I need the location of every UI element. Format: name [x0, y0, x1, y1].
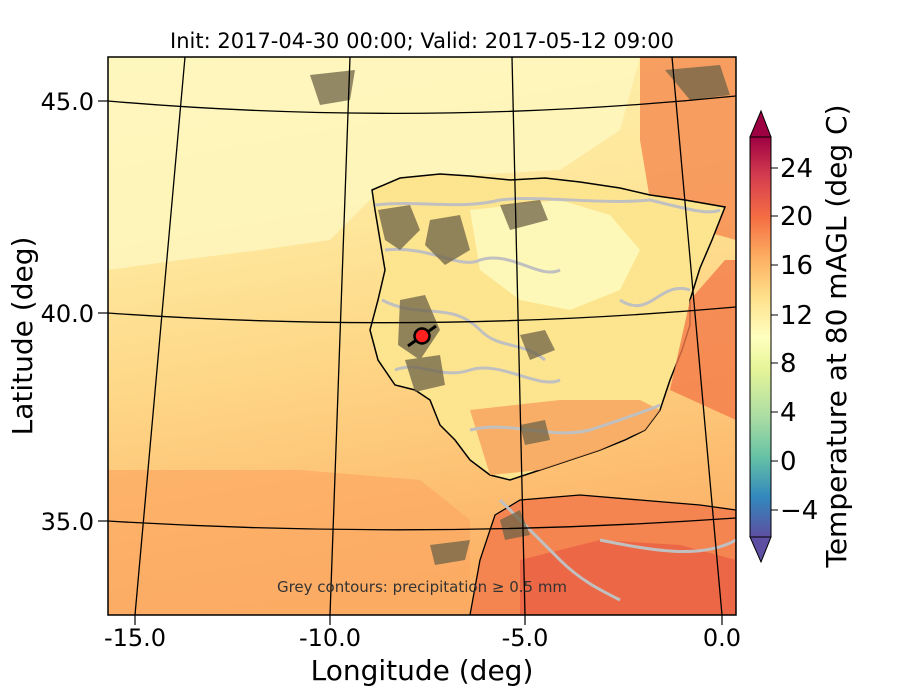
y-axis: 45.0 40.0 35.0 [41, 88, 108, 536]
colorbar-tick-label: 4 [780, 398, 797, 428]
x-tick-label: -5.0 [502, 624, 549, 652]
warm-sea-southwest [108, 470, 470, 615]
colorbar-max-extend [749, 109, 772, 138]
y-tick-label: 40.0 [41, 300, 94, 328]
colorbar-tick-label: 16 [780, 251, 813, 281]
graticule [108, 57, 736, 615]
map-annotation: Grey contours: precipitation ≥ 0.5 mm [277, 578, 567, 596]
x-tick-label: 0.0 [703, 624, 741, 652]
y-axis-label: Latitude (deg) [6, 237, 39, 436]
east-coast-warm [670, 260, 736, 420]
colorbar-min-extend [749, 536, 772, 564]
x-axis-label: Longitude (deg) [311, 654, 534, 687]
site-marker [413, 327, 431, 345]
y-tick-label: 45.0 [41, 88, 94, 116]
colorbar-tick-label: 0 [780, 447, 797, 477]
y-tick-label: 35.0 [41, 508, 94, 536]
colorbar-tick-label: 8 [780, 349, 797, 379]
north-africa-hot [520, 540, 736, 615]
map-panel: Grey contours: precipitation ≥ 0.5 mm [108, 57, 736, 615]
map-frame [107, 56, 737, 616]
colorbar-tick-label: 24 [780, 154, 813, 184]
colorbar-tick-label: 12 [780, 301, 813, 331]
colorbar: 24 20 16 12 8 4 0 −4 [749, 109, 818, 564]
x-tick-label: -15.0 [104, 624, 166, 652]
colorbar-tick-label: −4 [780, 496, 818, 526]
x-tick-label: -10.0 [299, 624, 361, 652]
terrain-shading [310, 65, 730, 565]
colorbar-label: Temperature at 80 mAGL (deg C) [820, 104, 853, 568]
figure-title: Init: 2017-04-30 00:00; Valid: 2017-05-1… [170, 29, 674, 53]
x-axis: -15.0 -10.0 -5.0 0.0 [104, 615, 741, 652]
colorbar-tick-label: 20 [780, 202, 813, 232]
colorbar-gradient [749, 136, 772, 538]
southern-warm-land [470, 400, 660, 475]
